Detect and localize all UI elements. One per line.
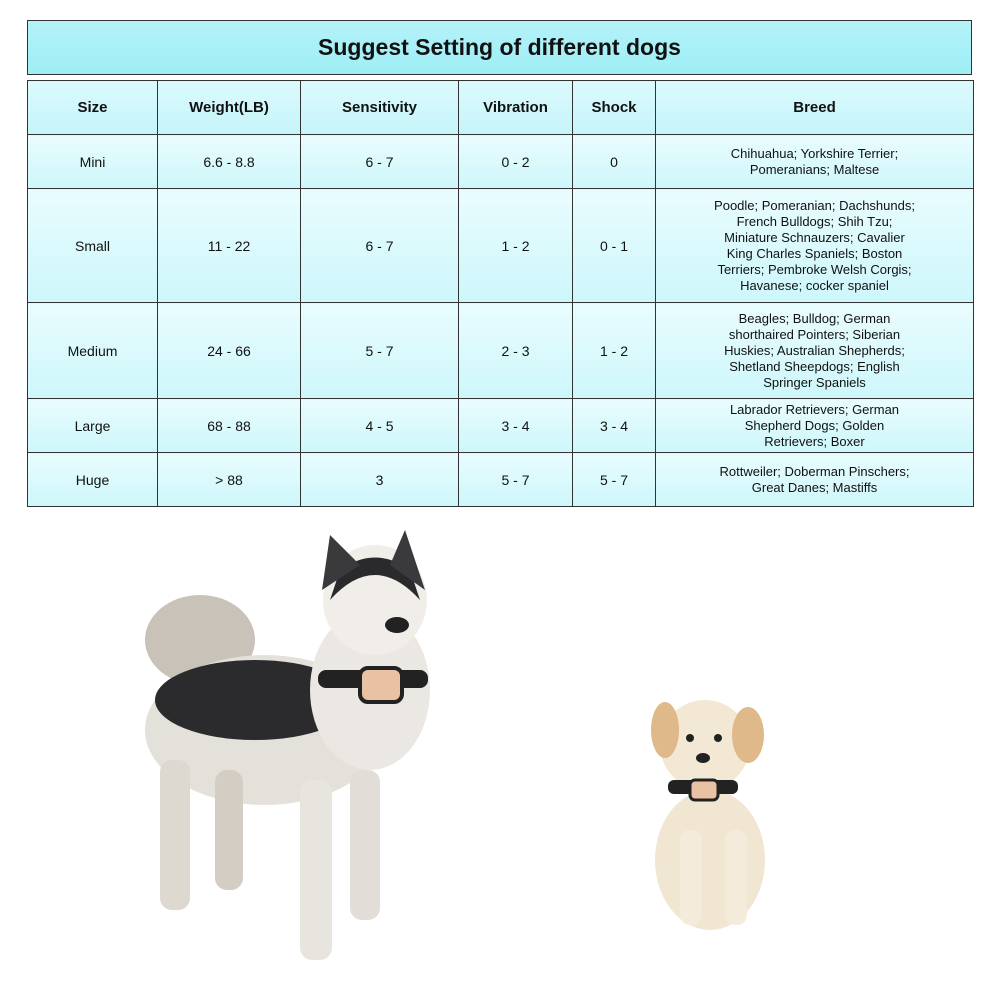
header-cell: Size bbox=[27, 80, 158, 135]
table-cell: 11 - 22 bbox=[157, 188, 301, 303]
breed-line: Beagles; Bulldog; German bbox=[738, 310, 891, 326]
table-cell: 2 - 3 bbox=[458, 302, 573, 399]
breed-cell: Chihuahua; Yorkshire Terrier; Pomeranians… bbox=[655, 134, 974, 189]
table-cell: Mini bbox=[27, 134, 158, 189]
husky bbox=[145, 530, 430, 960]
breed-line: Pomeranians; Maltese bbox=[749, 161, 880, 177]
breed-cell: Poodle; Pomeranian; Dachshunds; French Bu… bbox=[655, 188, 974, 303]
header-cell: Weight(LB) bbox=[157, 80, 301, 135]
breed-line: Labrador Retrievers; German bbox=[729, 401, 900, 417]
table-cell: Large bbox=[27, 398, 158, 453]
table-cell: 6 - 7 bbox=[300, 188, 459, 303]
table-cell: 68 - 88 bbox=[157, 398, 301, 453]
settings-table: Size Weight(LB) Sensitivity Vibration Shock B… bbox=[27, 80, 974, 507]
breed-line: Rottweiler; Doberman Pinschers; bbox=[719, 463, 910, 479]
table-cell: 1 - 2 bbox=[458, 188, 573, 303]
header-cell: Shock bbox=[572, 80, 656, 135]
breed-line: Havanese; cocker spaniel bbox=[740, 277, 889, 293]
header-cell: Breed bbox=[655, 80, 974, 135]
breed-line: Miniature Schnauzers; Cavalier bbox=[724, 229, 905, 245]
breed-cell: Labrador Retrievers; German Shepherd Dogs… bbox=[655, 398, 974, 453]
header-cell: Vibration bbox=[458, 80, 573, 135]
header-cell: Sensitivity bbox=[300, 80, 459, 135]
table-cell: 6 - 7 bbox=[300, 134, 459, 189]
breed-line: Great Danes; Mastiffs bbox=[751, 479, 878, 495]
breed-line: shorthaired Pointers; Siberian bbox=[728, 326, 901, 342]
table-cell: 3 - 4 bbox=[458, 398, 573, 453]
table-cell: 3 - 4 bbox=[572, 398, 656, 453]
breed-line: French Bulldogs; Shih Tzu; bbox=[736, 213, 893, 229]
table-title: Suggest Setting of different dogs bbox=[27, 20, 972, 75]
breed-cell: Rottweiler; Doberman Pinschers; Great Dan… bbox=[655, 452, 974, 507]
table-cell: 5 - 7 bbox=[300, 302, 459, 399]
table-cell: 24 - 66 bbox=[157, 302, 301, 399]
breed-cell: Beagles; Bulldog; German shorthaired Poin… bbox=[655, 302, 974, 399]
table-cell: Medium bbox=[27, 302, 158, 399]
table-cell: 1 - 2 bbox=[572, 302, 656, 399]
breed-line: Huskies; Australian Shepherds; bbox=[724, 342, 905, 358]
breed-line: Retrievers; Boxer bbox=[764, 433, 865, 449]
table-cell: 3 bbox=[300, 452, 459, 507]
breed-line: Springer Spaniels bbox=[763, 374, 866, 390]
table-cell: 6.6 - 8.8 bbox=[157, 134, 301, 189]
table-cell: 0 - 1 bbox=[572, 188, 656, 303]
header-row: Size Weight(LB) Sensitivity Vibration Shock B… bbox=[27, 80, 974, 135]
table-cell: 0 - 2 bbox=[458, 134, 573, 189]
table-cell: 4 - 5 bbox=[300, 398, 459, 453]
table-cell: > 88 bbox=[157, 452, 301, 507]
breed-line: Shetland Sheepdogs; English bbox=[729, 358, 900, 374]
table-cell: Small bbox=[27, 188, 158, 303]
table-cell: 0 bbox=[572, 134, 656, 189]
breed-line: King Charles Spaniels; Boston bbox=[726, 245, 903, 261]
table-cell: 5 - 7 bbox=[458, 452, 573, 507]
breed-line: Poodle; Pomeranian; Dachshunds; bbox=[714, 197, 915, 213]
breed-line: Chihuahua; Yorkshire Terrier; bbox=[730, 145, 899, 161]
table-cell: Huge bbox=[27, 452, 158, 507]
puppy bbox=[651, 700, 765, 930]
breed-line: Terriers; Pembroke Welsh Corgis; bbox=[717, 261, 912, 277]
breed-line: Shepherd Dogs; Golden bbox=[744, 417, 885, 433]
table-cell: 5 - 7 bbox=[572, 452, 656, 507]
